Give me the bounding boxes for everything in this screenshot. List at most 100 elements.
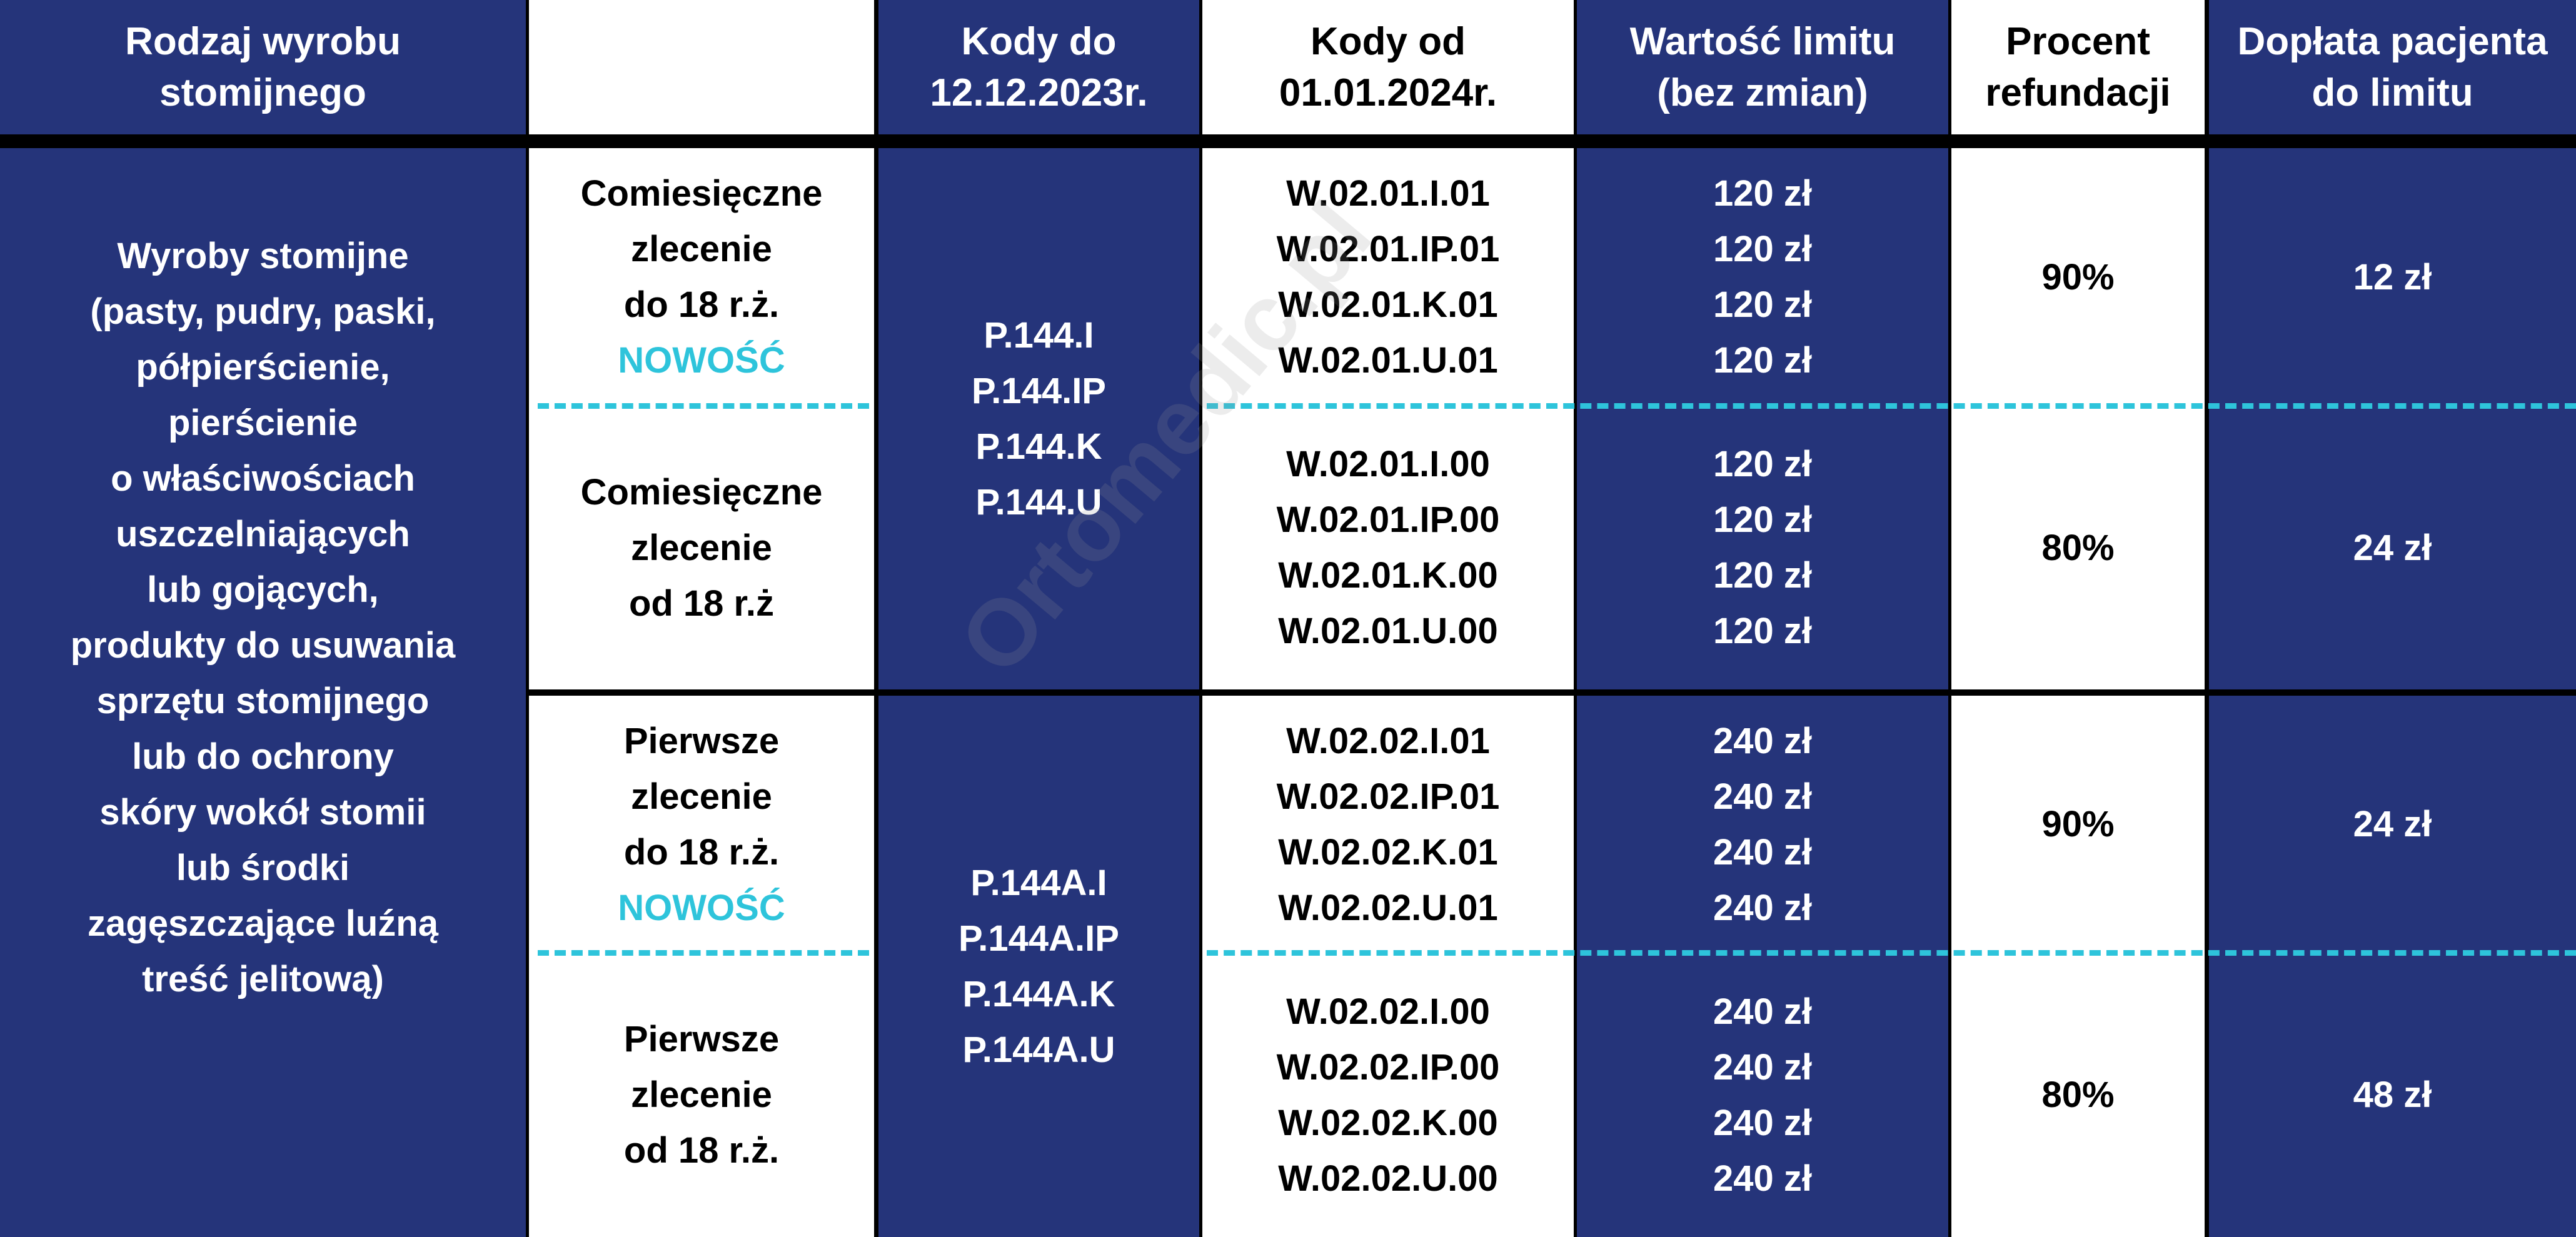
old-codes-cell-line: P.144A.K bbox=[962, 974, 1115, 1014]
new-codes-cell: W.02.02.I.00 W.02.02.IP.00 W.02.02.K.00 W.0… bbox=[1202, 953, 1574, 1237]
new-codes-cell-line: W.02.02.IP.00 bbox=[1276, 1046, 1500, 1088]
product-type-cell-line: (pasty, pudry, paski, bbox=[90, 291, 436, 332]
new-codes-cell-line: W.02.02.K.00 bbox=[1278, 1102, 1498, 1143]
order-type-cell-line: Comiesięczne bbox=[580, 173, 823, 214]
product-type-cell-line: lub gojących, bbox=[147, 569, 379, 610]
new-codes-cell-line: W.02.01.IP.01 bbox=[1276, 229, 1500, 269]
limit-cell-line: 120 zł bbox=[1713, 173, 1812, 214]
header-cell-line: Procent bbox=[2006, 19, 2150, 63]
order-type-cell-line: Pierwsze bbox=[623, 720, 780, 761]
old-codes-cell-line: P.144A.IP bbox=[958, 918, 1119, 959]
limit-cell-line: 240 zł bbox=[1713, 776, 1812, 817]
new-codes-cell: W.02.01.I.01 W.02.01.IP.01 W.02.01.K.01 W.0… bbox=[1202, 148, 1574, 406]
order-type-cell-line: zlecenie bbox=[631, 527, 772, 568]
new-codes-cell-line: W.02.01.IP.00 bbox=[1276, 499, 1500, 540]
old-codes-cell-line: P.144A.I bbox=[970, 863, 1107, 903]
product-type-cell-line: lub środki bbox=[176, 848, 350, 888]
copay-cell: 24 zł bbox=[2209, 696, 2576, 953]
limit-cell-line: 120 zł bbox=[1713, 229, 1812, 269]
header-cell-line: refundacji bbox=[1985, 71, 2171, 114]
old-codes-cell-line: P.144.K bbox=[975, 426, 1102, 467]
product-type-cell-line: pierścienie bbox=[168, 403, 358, 443]
product-type-cell-line: półpierścienie, bbox=[136, 347, 390, 388]
product-type-cell-line: lub do ochrony bbox=[132, 736, 394, 777]
new-codes-cell: W.02.02.I.01 W.02.02.IP.01 W.02.02.K.01 W.0… bbox=[1202, 696, 1574, 953]
header-cell-line: 12.12.2023r. bbox=[930, 71, 1148, 114]
dashed-divider bbox=[538, 950, 869, 956]
limit-cell: 240 zł 240 zł 240 zł 240 zł bbox=[1577, 696, 1948, 953]
new-badge: NOWOŚĆ bbox=[618, 887, 785, 928]
percent-cell: 80% bbox=[1951, 953, 2205, 1237]
limit-cell-line: 240 zł bbox=[1713, 1158, 1812, 1199]
order-type-cell: Pierwsze zlecenie do 18 r.ż. NOWOŚĆ bbox=[529, 696, 874, 953]
limit-cell-line: 240 zł bbox=[1713, 720, 1812, 761]
dashed-divider bbox=[538, 403, 869, 409]
order-type-cell: Pierwsze zlecenie od 18 r.ż. bbox=[529, 953, 874, 1237]
new-codes-cell-line: W.02.02.I.01 bbox=[1286, 720, 1490, 761]
header-cell: Procent refundacji bbox=[1951, 0, 2205, 134]
limit-cell-line: 120 zł bbox=[1713, 340, 1812, 381]
dashed-divider bbox=[1207, 950, 2576, 956]
order-type-cell-line: zlecenie bbox=[631, 229, 772, 269]
header-cell-line: Kody do bbox=[961, 19, 1117, 63]
header-cell-line: (bez zmian) bbox=[1657, 71, 1868, 114]
order-type-cell: Comiesięczne zlecenie od 18 r.ż bbox=[529, 406, 874, 689]
header-cell: Kody od 01.01.2024r. bbox=[1202, 0, 1574, 134]
header-cell bbox=[529, 0, 874, 134]
percent-cell: 90% bbox=[1951, 148, 2205, 406]
new-codes-cell-line: W.02.02.K.01 bbox=[1278, 831, 1498, 873]
limit-cell-line: 240 zł bbox=[1713, 887, 1812, 928]
header-cell: Wartość limitu (bez zmian) bbox=[1577, 0, 1948, 134]
limit-cell-line: 120 zł bbox=[1713, 284, 1812, 325]
order-type-cell-line: zlecenie bbox=[631, 1074, 772, 1115]
order-type-cell-line: Comiesięczne bbox=[580, 471, 823, 513]
limit-cell: 240 zł 240 zł 240 zł 240 zł bbox=[1577, 953, 1948, 1237]
new-codes-cell: W.02.01.I.00 W.02.01.IP.00 W.02.01.K.00 W.0… bbox=[1202, 406, 1574, 689]
limit-cell-line: 240 zł bbox=[1713, 991, 1812, 1032]
limit-cell-line: 120 zł bbox=[1713, 444, 1812, 484]
header-cell-line: Wartość limitu bbox=[1629, 19, 1896, 63]
header-cell-line: Kody od bbox=[1311, 19, 1466, 63]
header-cell-line: Rodzaj wyrobu bbox=[125, 19, 401, 63]
product-type-cell: Wyroby stomijne (pasty, pudry, paski, półp… bbox=[0, 148, 526, 1237]
percent-cell: 80% bbox=[1951, 406, 2205, 689]
product-type-cell-line: zagęszczające luźną bbox=[88, 903, 438, 944]
new-codes-cell-line: W.02.01.K.00 bbox=[1278, 555, 1498, 596]
product-type-cell-line: treść jelitową) bbox=[142, 959, 384, 999]
new-codes-cell-line: W.02.01.U.00 bbox=[1278, 611, 1498, 651]
order-type-cell-line: zlecenie bbox=[631, 776, 772, 817]
copay-cell: 48 zł bbox=[2209, 953, 2576, 1237]
header-cell: Dopłata pacjenta do limitu bbox=[2209, 0, 2576, 134]
dashed-divider bbox=[1207, 403, 2576, 409]
limit-cell-line: 240 zł bbox=[1713, 1046, 1812, 1088]
limit-cell-line: 240 zł bbox=[1713, 831, 1812, 873]
new-codes-cell-line: W.02.01.K.01 bbox=[1278, 284, 1498, 325]
copay-cell: 12 zł bbox=[2209, 148, 2576, 406]
header-cell-line: stomijnego bbox=[159, 71, 366, 114]
order-type-cell-line: od 18 r.ż. bbox=[623, 1130, 780, 1171]
old-codes-cell: P.144A.I P.144A.IP P.144A.K P.144A.U bbox=[878, 696, 1199, 1237]
limit-cell-line: 120 zł bbox=[1713, 555, 1812, 596]
product-type-cell-line: skóry wokół stomii bbox=[99, 792, 426, 833]
header-cell: Rodzaj wyrobu stomijnego bbox=[0, 0, 526, 134]
product-type-cell-line: o właściwościach bbox=[111, 458, 415, 499]
order-type-cell-line: Pierwsze bbox=[623, 1019, 780, 1059]
percent-cell: 90% bbox=[1951, 696, 2205, 953]
new-codes-cell-line: W.02.02.IP.01 bbox=[1276, 776, 1500, 817]
limit-cell: 120 zł 120 zł 120 zł 120 zł bbox=[1577, 406, 1948, 689]
product-type-cell-line: uszczelniających bbox=[116, 514, 410, 554]
product-type-cell-line: sprzętu stomijnego bbox=[96, 681, 430, 721]
header-cell-line: Dopłata pacjenta bbox=[2237, 19, 2548, 63]
limit-cell-line: 120 zł bbox=[1713, 499, 1812, 540]
copay-cell: 24 zł bbox=[2209, 406, 2576, 689]
limit-cell: 120 zł 120 zł 120 zł 120 zł bbox=[1577, 148, 1948, 406]
limit-cell-line: 240 zł bbox=[1713, 1102, 1812, 1143]
order-type-cell-line: od 18 r.ż bbox=[628, 583, 775, 624]
old-codes-cell-line: P.144.U bbox=[975, 482, 1102, 523]
old-codes-cell: P.144.I P.144.IP P.144.K P.144.U bbox=[878, 148, 1199, 689]
new-codes-cell-line: W.02.01.I.01 bbox=[1286, 173, 1490, 214]
old-codes-cell-line: P.144.I bbox=[984, 315, 1094, 356]
new-codes-cell-line: W.02.01.U.01 bbox=[1278, 340, 1498, 381]
new-codes-cell-line: W.02.02.I.00 bbox=[1286, 991, 1490, 1032]
product-type-cell-line: Wyroby stomijne bbox=[117, 236, 409, 276]
